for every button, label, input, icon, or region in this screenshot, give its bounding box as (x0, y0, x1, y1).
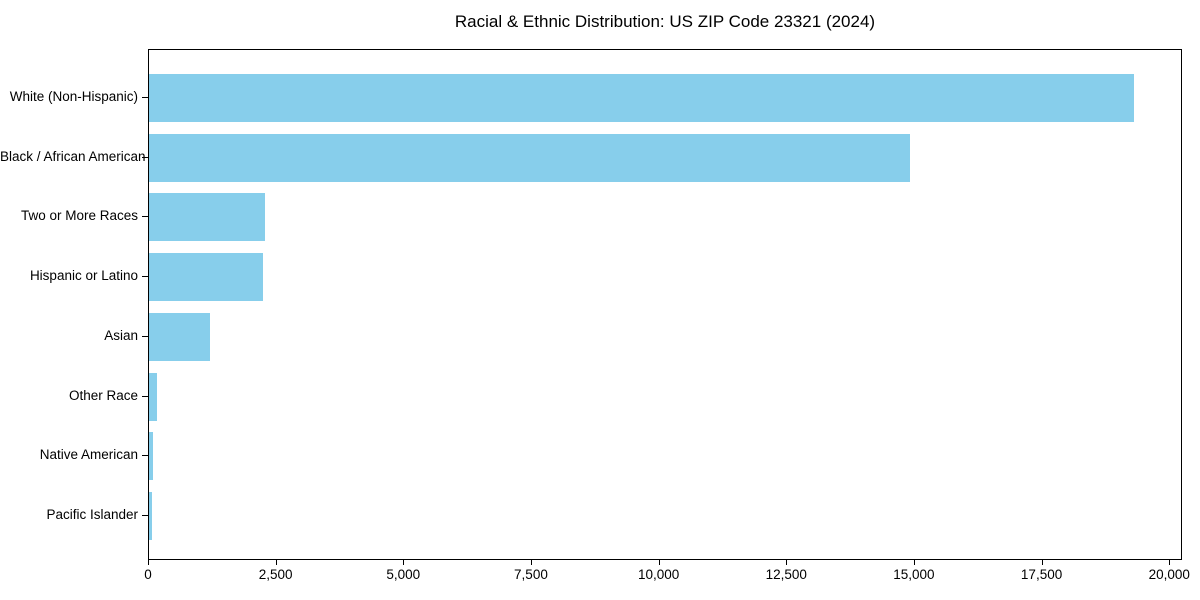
bar-other-race (149, 372, 157, 421)
y-tick-mark-other-race (142, 395, 148, 397)
x-tick-label-0: 0 (144, 567, 152, 582)
x-tick-mark-2500 (275, 560, 277, 565)
x-tick-mark-12500 (786, 560, 788, 565)
y-tick-label-white-non-hispanic: White (Non-Hispanic) (9, 89, 138, 104)
chart-title: Racial & Ethnic Distribution: US ZIP Cod… (454, 12, 876, 31)
bar-black-african-american (149, 133, 910, 182)
y-tick-label-pacific-islander: Pacific Islander (46, 506, 138, 522)
y-tick-mark-two-or-more-races (142, 216, 148, 218)
y-tick-mark-hispanic-or-latino (142, 276, 148, 278)
bar-asian (149, 312, 210, 361)
bar-white-non-hispanic (149, 74, 1135, 122)
y-tick-mark-black-african-american (142, 156, 148, 158)
x-tick-label-5000: 5,000 (386, 567, 421, 582)
x-tick-mark-10000 (658, 560, 660, 565)
x-tick-label-2500: 2,500 (258, 567, 293, 582)
x-tick-label-10000: 10,000 (637, 567, 680, 582)
plot-area (148, 49, 1182, 560)
x-tick-mark-7500 (530, 560, 532, 565)
bar-native-american (149, 432, 154, 481)
x-tick-mark-15000 (913, 560, 915, 565)
x-tick-label-20000: 20,000 (1148, 567, 1190, 582)
y-tick-label-two-or-more-races: Two or More Races (20, 208, 138, 224)
bar-hispanic-or-latino (149, 253, 263, 302)
x-tick-label-17500: 17,500 (1020, 567, 1063, 582)
x-tick-mark-5000 (403, 560, 405, 565)
x-tick-label-7500: 7,500 (514, 567, 548, 582)
x-tick-label-15000: 15,000 (893, 567, 935, 582)
y-tick-label-other-race: Other Race (68, 387, 138, 403)
y-tick-mark-asian (142, 335, 148, 337)
bar-pacific-islander (149, 491, 153, 540)
y-tick-label-asian: Asian (104, 327, 138, 343)
y-tick-mark-white-non-hispanic (142, 97, 148, 98)
y-tick-label-black-african-american: Black / African American (0, 148, 146, 164)
x-tick-mark-17500 (1041, 560, 1043, 565)
y-tick-label-native-american: Native American (39, 447, 138, 463)
y-tick-mark-native-american (142, 455, 148, 457)
bar-two-or-more-races (149, 193, 265, 242)
x-tick-mark-0 (148, 560, 149, 565)
x-tick-mark-20000 (1169, 560, 1171, 565)
y-tick-label-hispanic-or-latino: Hispanic or Latino (29, 268, 138, 284)
y-tick-mark-pacific-islander (142, 514, 148, 516)
x-tick-label-12500: 12,500 (765, 567, 807, 582)
